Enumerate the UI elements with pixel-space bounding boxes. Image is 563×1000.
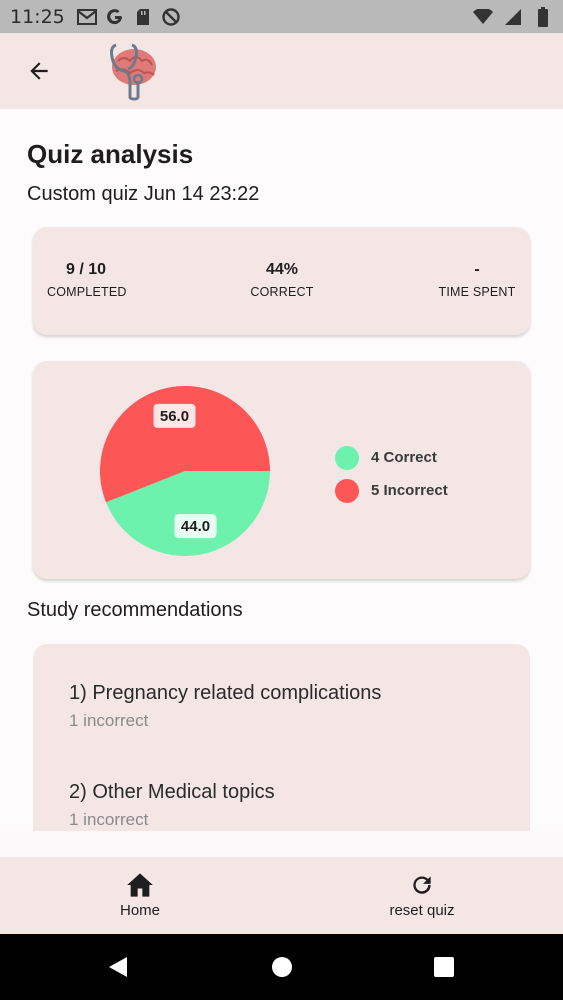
back-triangle-icon[interactable] [107,956,129,978]
recommendations-card: 1) Pregnancy related complications 1 inc… [33,644,530,831]
pie-data-label-incorrect: 56.0 [153,403,196,428]
sd-card-icon [133,7,153,27]
reset-quiz-label: reset quiz [389,902,455,919]
home-nav-label: Home [119,902,160,919]
arrow-back-icon [30,62,48,80]
recommendation-title: 2) Other Medical topics [69,781,275,803]
stat-time-label: TIME SPENT [438,285,516,299]
legend-dot-incorrect [335,478,359,503]
chart-legend: 4 Correct 5 Incorrect [335,441,448,507]
legend-dot-correct [335,445,359,470]
recommendation-subtitle: 1 incorrect [69,711,149,730]
stats-card: 9 / 10 COMPLETED 44% CORRECT - TIME SPEN… [33,227,530,335]
svg-text:56.0: 56.0 [160,408,189,425]
refresh-icon [413,876,431,894]
legend-item-incorrect: 5 Incorrect [335,474,448,507]
home-nav-button[interactable]: Home [90,857,190,934]
recents-square-icon[interactable] [433,956,455,978]
content-scroll[interactable]: Quiz analysis Custom quiz Jun 14 23:22 9… [0,109,563,831]
reset-quiz-button[interactable]: reset quiz [370,857,474,934]
page-title: Quiz analysis [27,139,194,169]
quiz-name: Custom quiz Jun 14 23:22 [27,183,260,205]
stat-time-spent: - TIME SPENT [435,261,519,299]
stat-correct: 44% CORRECT [245,261,319,299]
stat-completed-value: 9 / 10 [65,261,107,278]
bottom-nav: Home reset quiz [0,857,563,934]
signal-icon [503,7,523,27]
home-circle-icon[interactable] [271,956,293,978]
google-icon [105,7,125,27]
pie-chart: 44.0 56.0 [100,386,271,556]
wifi-icon [473,7,493,27]
brain-stethoscope-logo [104,41,160,101]
back-button[interactable] [14,46,64,96]
stat-completed-label: COMPLETED [47,285,127,299]
pie-slice-incorrect [100,386,271,503]
do-not-disturb-icon [161,7,181,27]
app-bar [0,33,563,109]
battery-icon [533,6,553,27]
section-title-recommendations: Study recommendations [27,599,243,621]
svg-text:44.0: 44.0 [181,518,210,535]
recommendation-item[interactable]: 2) Other Medical topics 1 incorrect [69,781,275,830]
status-icons-right [473,6,553,27]
home-icon [127,873,153,897]
stat-correct-value: 44% [265,261,299,278]
status-time: 11:25 [10,5,65,28]
stat-correct-label: CORRECT [250,285,314,299]
stat-time-value: - [474,261,480,278]
pie-data-label-correct: 44.0 [174,514,217,539]
system-nav-bar [0,934,563,1000]
status-icons-left [76,7,181,27]
chart-card: 44.0 56.0 4 Correct 5 Incorrect [33,361,530,579]
legend-item-correct: 4 Correct [335,441,448,474]
legend-label-correct: 4 Correct [371,449,437,466]
legend-label-incorrect: 5 Incorrect [371,482,448,499]
status-bar: 11:25 [0,0,563,33]
stat-completed: 9 / 10 COMPLETED [47,261,127,299]
gmail-icon [76,7,97,27]
recommendation-subtitle: 1 incorrect [69,810,149,829]
recommendation-title: 1) Pregnancy related complications [69,682,382,704]
recommendation-item[interactable]: 1) Pregnancy related complications 1 inc… [69,682,381,731]
pie-slice-correct [105,471,271,556]
